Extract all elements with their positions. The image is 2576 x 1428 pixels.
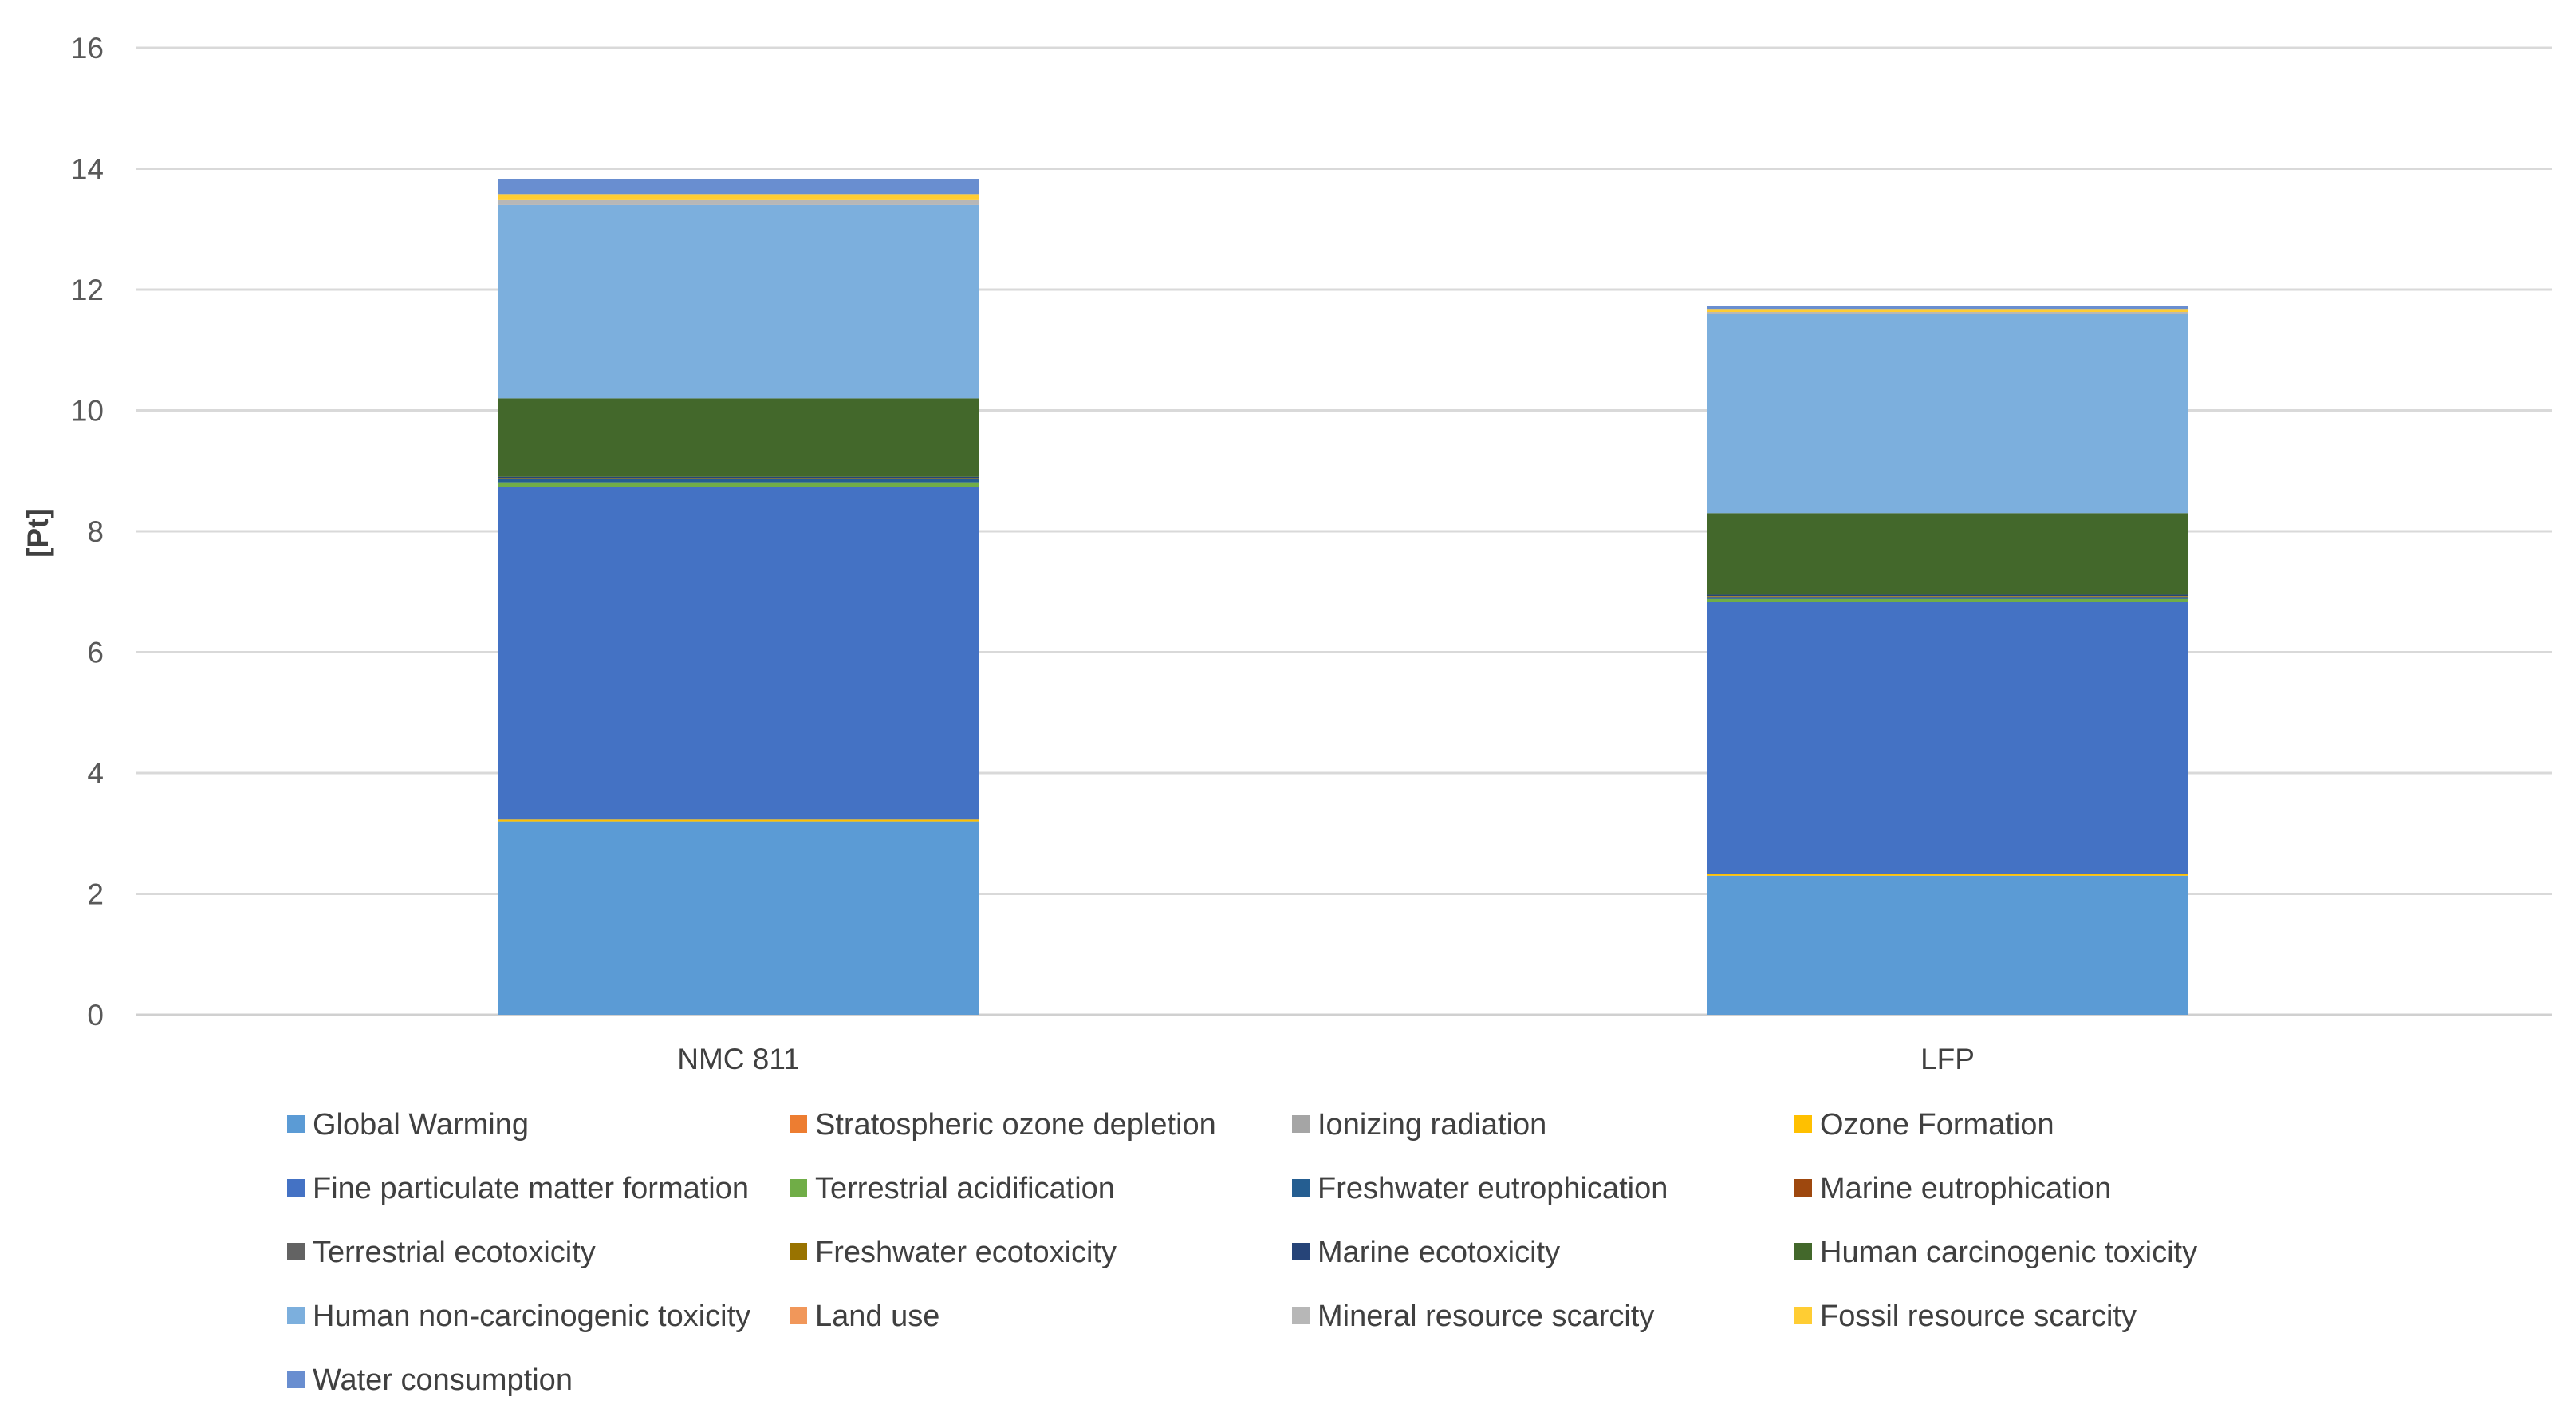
legend-label: Water consumption: [313, 1363, 573, 1397]
bar-segment: [1707, 596, 2188, 598]
y-tick-label: 14: [71, 153, 104, 186]
legend-swatch: [1292, 1115, 1310, 1133]
legend-label: Fossil resource scarcity: [1820, 1300, 2137, 1333]
y-tick-label: 12: [71, 274, 104, 306]
bar-segment: [1707, 312, 2188, 314]
legend-swatch: [1292, 1307, 1310, 1324]
legend-swatch: [1292, 1179, 1310, 1197]
legend-label: Ionizing radiation: [1318, 1108, 1546, 1142]
legend-label: Stratospheric ozone depletion: [815, 1108, 1216, 1142]
y-axis-label: [Pt]: [22, 508, 54, 558]
bar-segment: [1707, 513, 2188, 595]
bar-segment: [498, 487, 979, 820]
bar-segment: [498, 819, 979, 822]
legend-label: Global Warming: [313, 1108, 529, 1142]
bar-segment: [498, 482, 979, 487]
legend-swatch: [1794, 1179, 1812, 1197]
bar-segment: [1707, 598, 2188, 602]
bar-segment: [498, 478, 979, 479]
y-tick-label: 16: [71, 32, 104, 65]
bar-segment: [1707, 314, 2188, 514]
y-tick-label: 4: [87, 757, 104, 790]
legend-label: Land use: [815, 1300, 939, 1333]
y-tick-label: 8: [87, 515, 104, 548]
bar-segment: [1707, 875, 2188, 1015]
bar-segment: [498, 194, 979, 200]
legend-swatch: [790, 1115, 807, 1133]
legend-label: Human non-carcinogenic toxicity: [313, 1300, 750, 1333]
bar-segment: [498, 204, 979, 399]
legend-label: Marine ecotoxicity: [1318, 1236, 1560, 1269]
y-tick-label: 2: [87, 878, 104, 911]
legend-label: Marine eutrophication: [1820, 1172, 2111, 1205]
bar-segment: [498, 479, 979, 483]
legend-swatch: [287, 1371, 305, 1388]
legend: Global Warming Stratospheric ozone deplet…: [287, 1108, 2197, 1397]
y-tick-label: 0: [87, 999, 104, 1032]
legend-swatch: [287, 1115, 305, 1133]
legend-label: Terrestrial ecotoxicity: [313, 1236, 596, 1269]
bar-segment: [498, 199, 979, 205]
bar-segment: [1707, 306, 2188, 310]
legend-label: Freshwater ecotoxicity: [815, 1236, 1117, 1269]
bar-segment: [1707, 594, 2188, 597]
legend-swatch: [790, 1243, 807, 1260]
legend-swatch: [1794, 1243, 1812, 1260]
legend-swatch: [287, 1307, 305, 1324]
x-category-label: NMC 811: [677, 1043, 800, 1075]
bar-segment: [498, 398, 979, 477]
legend-swatch: [287, 1179, 305, 1197]
y-axis-ticks: 0 2 4 6 8 10 12 14 16: [71, 32, 104, 1032]
legend-label: Ozone Formation: [1820, 1108, 2054, 1142]
bar-segment: [1707, 309, 2188, 313]
legend-swatch: [287, 1243, 305, 1260]
legend-swatch: [1292, 1243, 1310, 1260]
legend-swatch: [790, 1307, 807, 1324]
legend-swatch: [1794, 1307, 1812, 1324]
bar-segment: [1707, 597, 2188, 599]
bar-segment: [498, 476, 979, 479]
legend-label: Mineral resource scarcity: [1318, 1300, 1654, 1333]
legend-label: Fine particulate matter formation: [313, 1172, 749, 1205]
bar-segment: [1707, 596, 2188, 597]
bar-segment: [1707, 602, 2188, 874]
bar-segment: [498, 179, 979, 195]
legend-label: Terrestrial acidification: [815, 1172, 1115, 1205]
bars: [498, 179, 2188, 1015]
x-axis-categories: NMC 811 LFP: [677, 1043, 1975, 1075]
bar-segment: [1707, 874, 2188, 876]
y-tick-label: 6: [87, 637, 104, 669]
x-category-label: LFP: [1920, 1043, 1975, 1075]
legend-swatch: [790, 1179, 807, 1197]
legend-label: Human carcinogenic toxicity: [1820, 1236, 2197, 1269]
legend-swatch: [1794, 1115, 1812, 1133]
bar-segment: [498, 821, 979, 1015]
y-tick-label: 10: [71, 395, 104, 428]
legend-label: Freshwater eutrophication: [1318, 1172, 1668, 1205]
